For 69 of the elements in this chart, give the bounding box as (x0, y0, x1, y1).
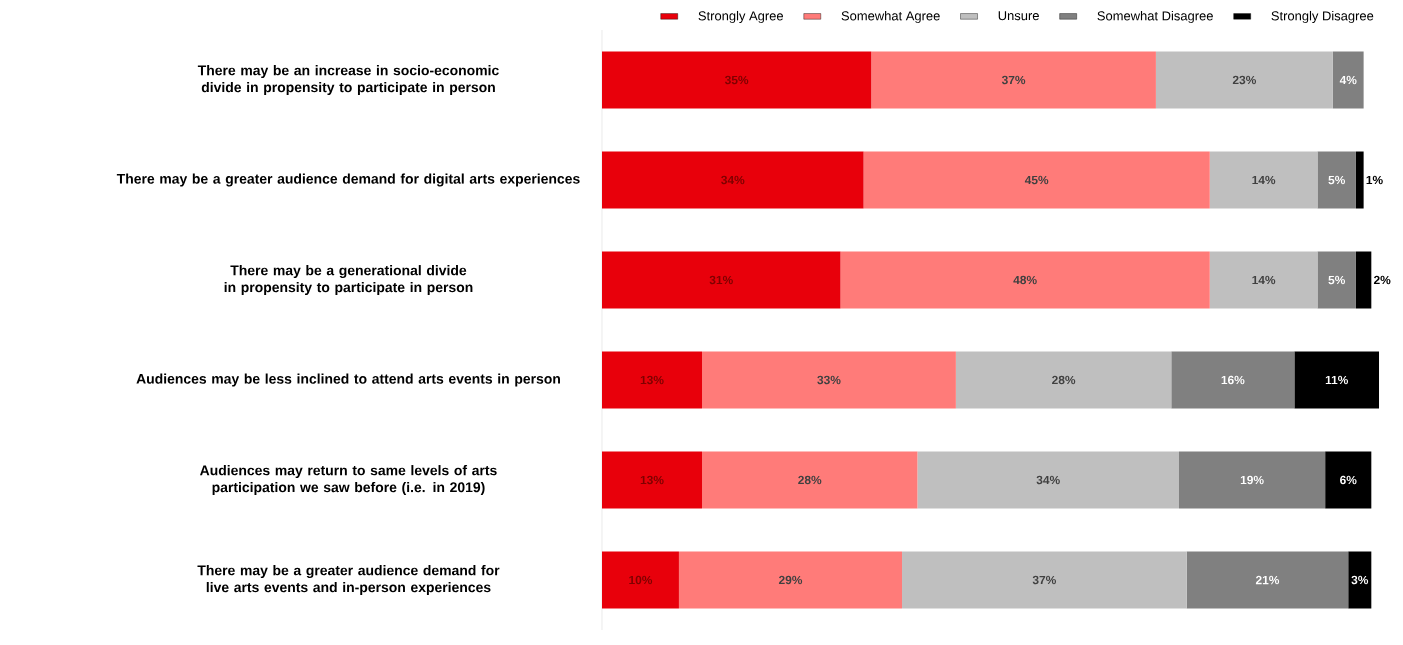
data-label: 31% (709, 275, 733, 285)
y-tick-label: There may be an increase in socio-economic divide in propensity to participate in person (197, 65, 499, 95)
bar (1294, 351, 1380, 409)
y-tick-label: There may be a greater audience demand for digital arts experiences (116, 173, 580, 187)
bar (1348, 551, 1372, 609)
bar (902, 551, 1187, 609)
bar (1317, 251, 1356, 309)
data-label: 11% (1325, 375, 1349, 385)
bar (1332, 51, 1364, 109)
data-label: 45% (1024, 175, 1049, 185)
bar (702, 351, 956, 409)
bar (1355, 251, 1372, 309)
data-label: 6% (1340, 475, 1357, 485)
data-label: 35% (724, 75, 749, 85)
bar (1355, 151, 1364, 209)
bar (840, 251, 1210, 309)
data-label: 16% (1221, 375, 1245, 385)
data-label: 21% (1255, 575, 1280, 585)
bar (1186, 551, 1349, 609)
bar (1209, 251, 1318, 309)
data-label: 5% (1328, 275, 1346, 285)
bar (1325, 451, 1372, 509)
data-label: 19% (1240, 475, 1264, 485)
legend-label: Strongly Agree (698, 10, 783, 24)
bar (602, 251, 841, 309)
data-label: 28% (1052, 375, 1076, 385)
bar (602, 551, 679, 609)
y-tick-label: There may be a greater audience demand for live arts events and in-person experiences (197, 565, 500, 595)
legend-label: Unsure (998, 11, 1039, 21)
legend-label: Somewhat Agree (841, 10, 940, 24)
data-label: 5% (1328, 175, 1346, 185)
data-label: 48% (1013, 275, 1037, 285)
bar (1317, 151, 1356, 209)
data-label: 37% (1001, 75, 1026, 85)
bar (955, 351, 1172, 409)
bar (678, 551, 903, 609)
data-label: 14% (1252, 275, 1276, 285)
data-label: 3% (1351, 575, 1369, 585)
data-label: 1% (1366, 175, 1383, 185)
bar (1155, 51, 1333, 109)
bar (1178, 451, 1326, 509)
data-label: 2% (1373, 275, 1391, 285)
bar (917, 451, 1179, 509)
bar (702, 451, 918, 509)
y-tick-label: There may be a generational divide in propensity to participate in person (224, 265, 473, 295)
data-label: 14% (1252, 175, 1276, 185)
bar (602, 451, 703, 509)
data-label: 28% (798, 475, 822, 485)
data-label: 37% (1032, 575, 1057, 585)
data-label: 13% (640, 375, 664, 385)
bar (1209, 151, 1318, 209)
bar (602, 51, 872, 109)
data-label: 34% (1036, 475, 1060, 485)
data-label: 23% (1232, 75, 1257, 85)
y-tick-label: Audiences may be less inclined to attend arts events in person (136, 373, 560, 387)
bar (602, 151, 864, 209)
data-label: 10% (629, 575, 653, 585)
data-label: 4% (1339, 75, 1357, 85)
legend-label: Somewhat Disagree (1097, 10, 1213, 24)
legend-label: Strongly Disagree (1271, 10, 1374, 24)
y-tick-label: Audiences may return to same levels of arts participation we saw before (i.e. in 2019) (199, 465, 497, 495)
bar (602, 351, 703, 409)
data-label: 33% (817, 375, 841, 385)
data-label: 13% (640, 475, 664, 485)
bar (863, 151, 1210, 209)
bar (871, 51, 1156, 109)
bar (1171, 351, 1295, 409)
data-label: 34% (721, 175, 745, 185)
data-label: 29% (778, 575, 803, 585)
